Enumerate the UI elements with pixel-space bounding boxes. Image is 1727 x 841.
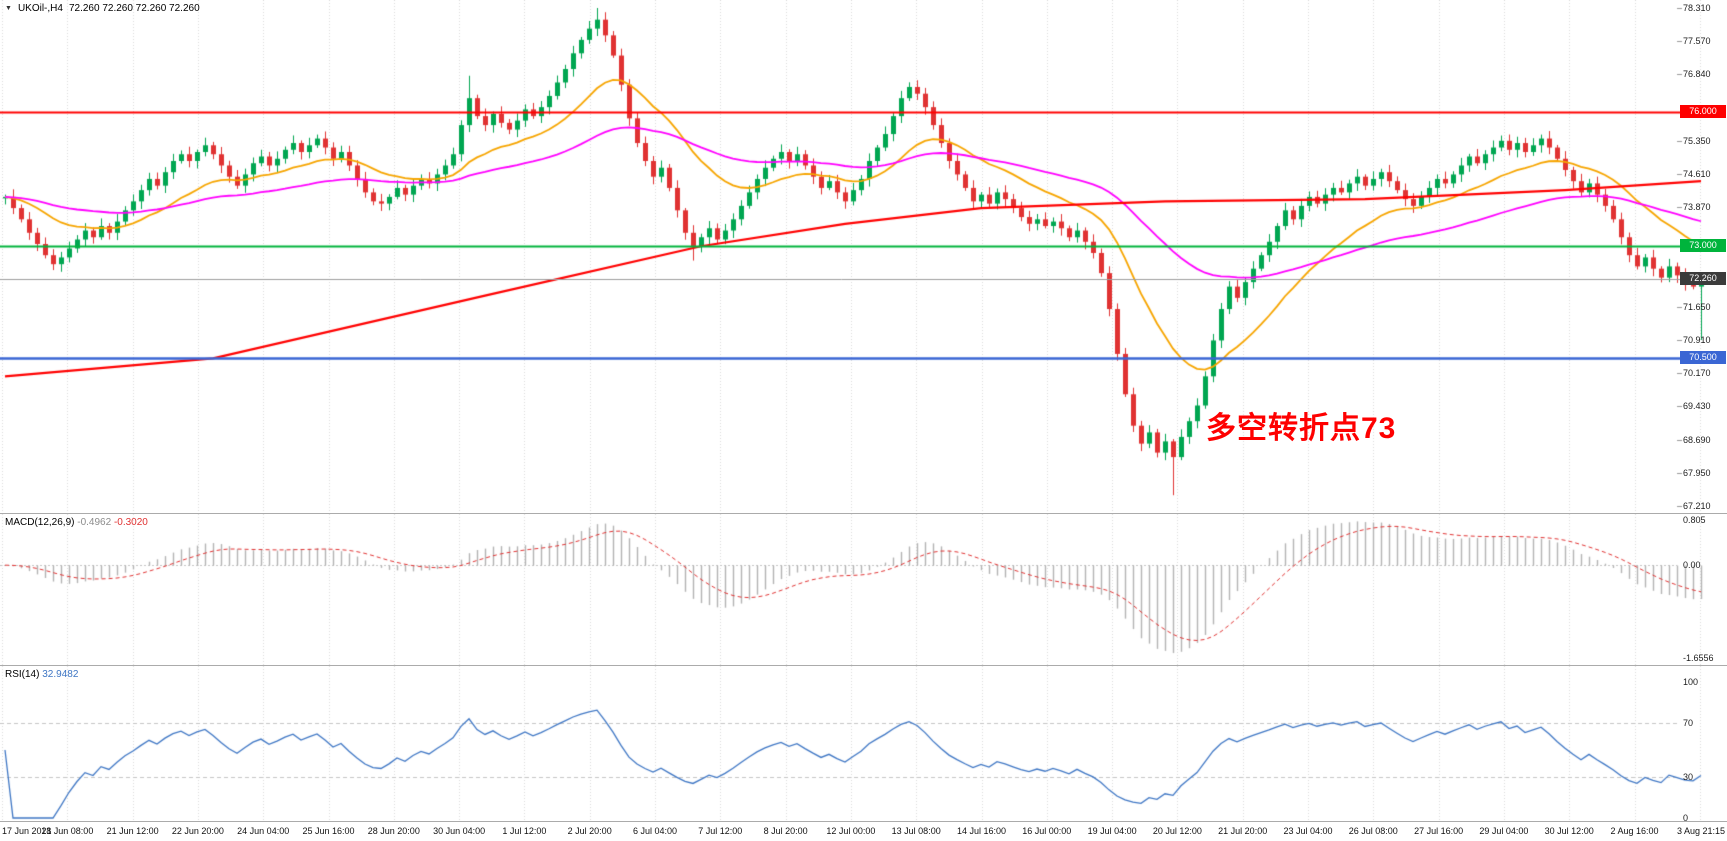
rsi-canvas[interactable] [0, 666, 1727, 821]
macd-signal-value: -0.3020 [113, 517, 148, 528]
macd-panel: MACD(12,26,9) -0.4962 -0.3020 0.805 0.00-… [0, 514, 1727, 665]
time-axis-label: 7 Jul 12:00 [698, 826, 743, 836]
time-axis-label: 18 Jun 08:00 [41, 826, 94, 836]
rsi-name: RSI(14) [5, 669, 40, 680]
rsi-label: RSI(14) 32.9482 [5, 669, 78, 680]
time-axis-label: 24 Jun 04:00 [237, 826, 290, 836]
panel-separator [0, 513, 1727, 514]
time-axis-label: 21 Jun 12:00 [106, 826, 159, 836]
time-axis-label: 14 Jul 16:00 [956, 826, 1007, 836]
chart-dropdown-icon[interactable]: ▼ [5, 5, 12, 12]
chart-header: ▼ UKOil-,H4 72.260 72.260 72.260 72.260 [5, 3, 200, 14]
time-axis-label: 22 Jun 20:00 [171, 826, 224, 836]
chart-ohlc-values: 72.260 72.260 72.260 72.260 [68, 3, 200, 14]
time-axis-label: 21 Jul 20:00 [1218, 826, 1268, 836]
annotation-text: 多空转折点73 [1206, 412, 1397, 445]
macd-name: MACD(12,26,9) [5, 517, 75, 528]
time-axis-label: 17 Jun 2021 [2, 826, 52, 836]
time-axis-label: 29 Jul 04:00 [1479, 826, 1529, 836]
time-axis-label: 8 Jul 20:00 [763, 826, 808, 836]
time-axis-label: 26 Jul 08:00 [1348, 826, 1398, 836]
time-axis: 17 Jun 2021 18 Jun 08:00 21 Jun 12:00 22 Ju… [0, 821, 1727, 841]
rsi-panel: RSI(14) 32.9482 100 70 30 0 [0, 666, 1727, 823]
time-axis-label: 28 Jun 20:00 [367, 826, 420, 836]
time-axis-label: 12 Jul 00:00 [826, 826, 876, 836]
main-chart-canvas[interactable] [0, 0, 1727, 513]
time-axis-label: 3 Aug 21:15 [1676, 826, 1725, 836]
main-chart-panel: ▼ UKOil-,H4 72.260 72.260 72.260 72.260 … [0, 0, 1727, 513]
time-axis-label: 30 Jun 04:00 [433, 826, 486, 836]
time-axis-label: 20 Jul 12:00 [1152, 826, 1202, 836]
time-axis-label: 30 Jul 12:00 [1544, 826, 1594, 836]
rsi-value: 32.9482 [42, 669, 79, 680]
time-axis-label: 6 Jul 04:00 [632, 826, 678, 836]
macd-label: MACD(12,26,9) -0.4962 -0.3020 [5, 517, 148, 528]
time-axis-label: 25 Jun 16:00 [302, 826, 355, 836]
time-axis-label: 2 Aug 16:00 [1610, 826, 1659, 836]
macd-main-value: -0.4962 [77, 517, 112, 528]
time-axis-label: 23 Jul 04:00 [1283, 826, 1333, 836]
time-axis-label: 2 Jul 20:00 [567, 826, 612, 836]
time-axis-label: 13 Jul 08:00 [891, 826, 941, 836]
macd-canvas[interactable] [0, 514, 1727, 665]
chart-symbol-timeframe: UKOil-,H4 [17, 3, 63, 14]
time-axis-label: 1 Jul 12:00 [502, 826, 547, 836]
time-axis-label: 27 Jul 16:00 [1414, 826, 1464, 836]
panel-separator [0, 665, 1727, 666]
time-axis-label: 16 Jul 00:00 [1022, 826, 1072, 836]
time-axis-label: 19 Jul 04:00 [1087, 826, 1137, 836]
